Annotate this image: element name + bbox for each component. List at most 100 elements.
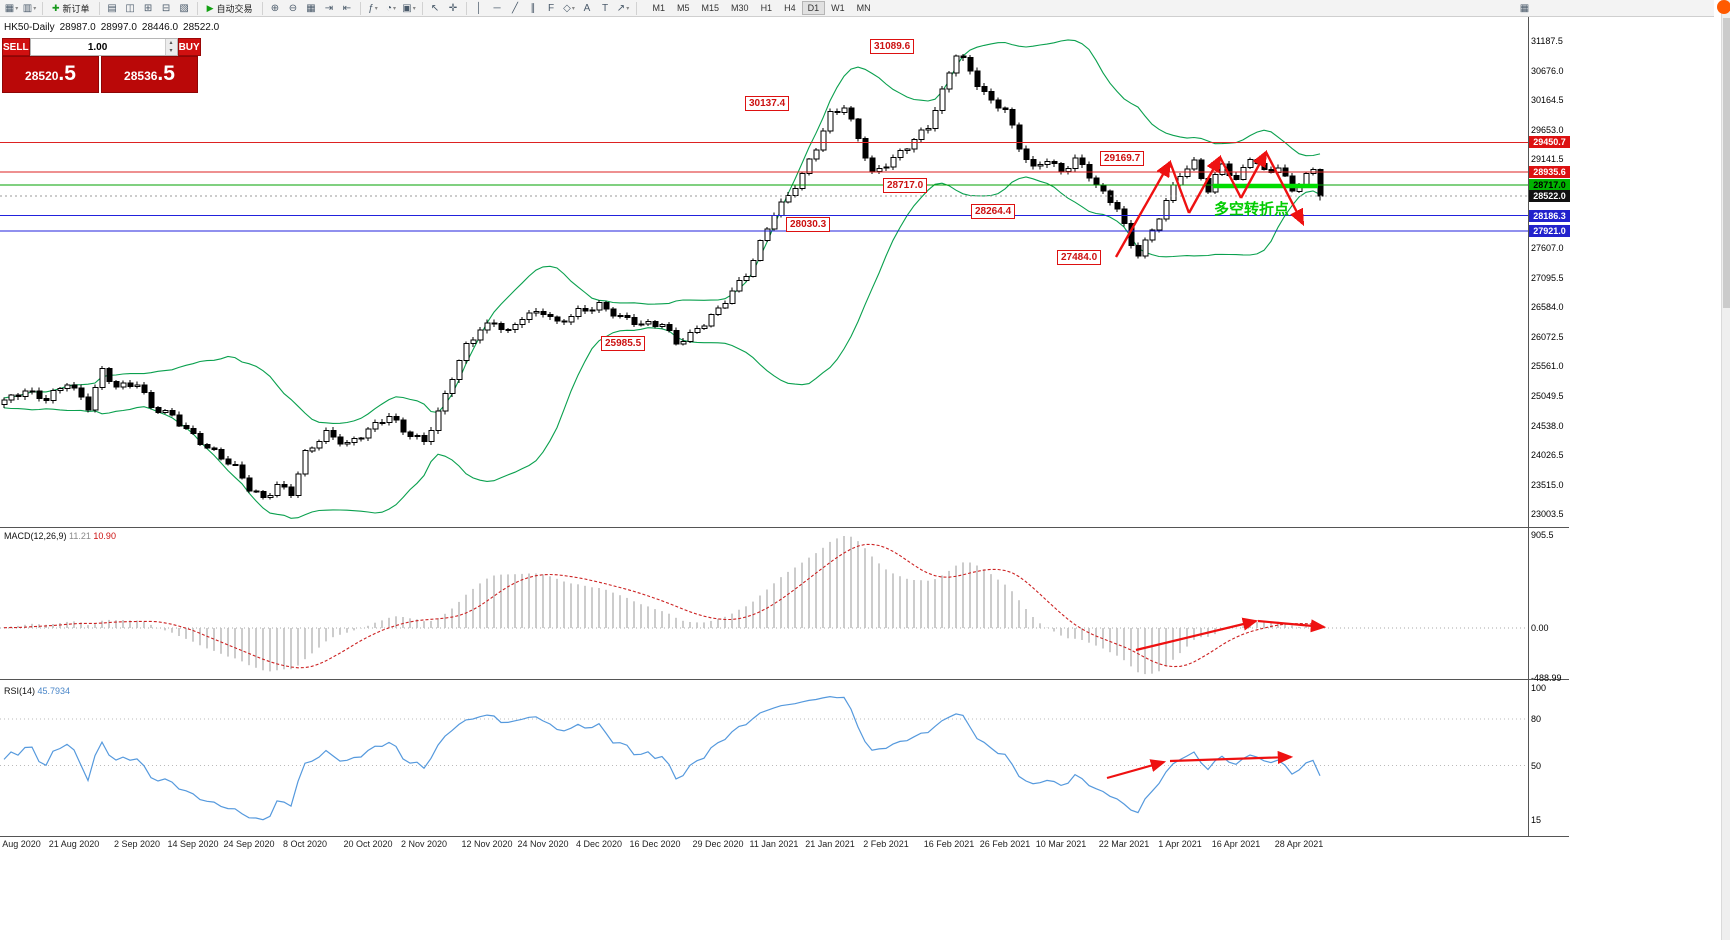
crosshair-icon[interactable]: ✛: [445, 1, 462, 16]
price-axis-label: 24026.5: [1531, 450, 1564, 461]
date-axis-label: 26 Feb 2021: [979, 839, 1031, 849]
channel-icon[interactable]: ∥: [525, 1, 542, 16]
trendline-icon-glyph: ╱: [511, 2, 519, 14]
price-label-27484.0[interactable]: 27484.0: [1057, 250, 1102, 265]
dropdown-arrow-icon[interactable]: ▾: [33, 5, 37, 12]
dropdown-arrow-icon[interactable]: ▾: [571, 5, 575, 12]
timeframe-M1[interactable]: M1: [652, 3, 666, 13]
toolbar: ▦ ▾ ▥ ▾ ✚ 新订单 ▤ ◫ ⊞ ⊟ ▧ ▶ 自动交易 ⊕ ⊖ ▦ ⇥ ⇤ ƒ ▾ ◔ ▾ ▣ ▾ ↖ ✛ │ ─ ╱ ∥ F ◇ ▾ A T…: [0, 0, 1714, 17]
macd-canvas[interactable]: [0, 528, 1569, 679]
timeframe-M30[interactable]: M30: [731, 3, 749, 13]
zoom-out-icon-glyph: ⊖: [288, 2, 298, 14]
date-axis-label: 21 Jan 2021: [805, 839, 855, 849]
price-label-31089.6[interactable]: 31089.6: [870, 39, 915, 54]
volume-decrease-button[interactable]: ▾: [165, 47, 177, 55]
panel-separator[interactable]: [0, 679, 1569, 680]
toolbar-separator: [465, 1, 467, 15]
templates-icon[interactable]: ▣ ▾: [401, 1, 418, 16]
dropdown-arrow-icon[interactable]: ▾: [626, 5, 630, 12]
fibonacci-icon[interactable]: F: [543, 1, 560, 16]
price-label-28717.0[interactable]: 28717.0: [883, 178, 928, 193]
arrows-icon[interactable]: ↗ ▾: [615, 1, 632, 16]
periods-icon[interactable]: ◔ ▾: [383, 1, 400, 16]
text-icon[interactable]: A: [579, 1, 596, 16]
dropdown-arrow-icon[interactable]: ▾: [412, 5, 416, 12]
buy-button[interactable]: BUY: [177, 38, 201, 56]
date-axis-label: 28 Apr 2021: [1274, 839, 1324, 849]
auto-scroll-icon-glyph: ⇥: [324, 2, 334, 14]
chart-shift-icon-glyph: ⇤: [342, 2, 352, 14]
terminal-icon[interactable]: ⊟: [158, 1, 175, 16]
label-icon-glyph: T: [601, 2, 609, 14]
volume-input[interactable]: [30, 39, 165, 55]
chart-shift-icon[interactable]: ⇤: [339, 1, 356, 16]
price-axis-chip-28935.6: 28935.6: [1529, 166, 1570, 179]
timeframe-D1[interactable]: D1: [801, 1, 826, 15]
auto-scroll-icon[interactable]: ⇥: [321, 1, 338, 16]
zoom-in-icon[interactable]: ⊕: [267, 1, 284, 16]
price-axis-label: 26584.0: [1531, 302, 1564, 313]
timeframe-MN[interactable]: MN: [856, 3, 871, 13]
price-axis-label: 26072.5: [1531, 331, 1564, 342]
zoom-out-icon[interactable]: ⊖: [285, 1, 302, 16]
horizontal-line-icon[interactable]: ─: [489, 1, 506, 16]
main-chart-canvas[interactable]: [0, 17, 1569, 527]
notification-badge[interactable]: [1717, 0, 1730, 14]
price-label-29169.7[interactable]: 29169.7: [1100, 151, 1145, 166]
date-axis-label: 2 Sep 2020: [113, 839, 161, 849]
new-chart-icon[interactable]: ▦ ▾: [3, 1, 20, 16]
price-label-28264.4[interactable]: 28264.4: [971, 204, 1016, 219]
price-axis-label: 30676.0: [1531, 65, 1564, 76]
volume-increase-button[interactable]: ▴: [165, 39, 177, 47]
sell-button[interactable]: SELL: [2, 38, 30, 56]
panel-separator[interactable]: [0, 836, 1569, 837]
windows-icon[interactable]: ▦: [1519, 3, 1530, 14]
timeframe-M15[interactable]: M15: [701, 3, 720, 13]
price-axis-label: 27095.5: [1531, 272, 1564, 283]
panel-separator[interactable]: [0, 527, 1569, 528]
cursor-icon[interactable]: ↖: [427, 1, 444, 16]
vertical-line-icon[interactable]: │: [471, 1, 488, 16]
data-window-icon[interactable]: ◫: [122, 1, 139, 16]
high-value: 28997.0: [100, 22, 137, 33]
dropdown-arrow-icon[interactable]: ▾: [374, 5, 378, 12]
timeframe-W1[interactable]: W1: [831, 3, 845, 13]
sell-price-button[interactable]: 28520.5: [2, 56, 99, 93]
toolbar-separator: [42, 1, 43, 15]
rsi-canvas[interactable]: [0, 680, 1569, 836]
market-watch-icon-glyph: ▤: [107, 2, 117, 14]
strategy-tester-icon[interactable]: ▧: [176, 1, 193, 16]
indicators-icon[interactable]: ƒ ▾: [365, 1, 382, 16]
turning-point-annotation[interactable]: 多空转折点: [1214, 201, 1290, 218]
new-order-button[interactable]: ✚ 新订单: [47, 1, 95, 16]
chart-profiles-icon[interactable]: ▥ ▾: [21, 1, 38, 16]
price-label-25985.5[interactable]: 25985.5: [601, 336, 646, 351]
sell-price-main: 28520: [25, 69, 59, 83]
trendline-icon[interactable]: ╱: [507, 1, 524, 16]
dropdown-arrow-icon[interactable]: ▾: [393, 5, 397, 12]
date-axis-label: 16 Dec 2020: [629, 839, 681, 849]
price-label-30137.4[interactable]: 30137.4: [745, 96, 790, 111]
label-icon[interactable]: T: [597, 1, 614, 16]
navigator-icon[interactable]: ⊞: [140, 1, 157, 16]
macd-name: MACD(12,26,9): [4, 531, 67, 541]
rsi-name: RSI(14): [4, 686, 36, 696]
vertical-scrollbar[interactable]: [1721, 0, 1730, 940]
price-label-28030.3[interactable]: 28030.3: [786, 217, 831, 232]
scrollbar-thumb[interactable]: [1723, 18, 1730, 308]
market-watch-icon[interactable]: ▤: [104, 1, 121, 16]
macd-signal-value: 10.90: [93, 531, 116, 541]
date-axis-label: 24 Sep 2020: [223, 839, 275, 849]
shapes-icon[interactable]: ◇ ▾: [561, 1, 578, 16]
rsi-axis-label: 80: [1531, 714, 1542, 724]
macd-main-value: 11.21: [69, 531, 91, 541]
timeframe-H1[interactable]: H1: [760, 3, 773, 13]
auto-trading-button[interactable]: ▶ 自动交易: [202, 1, 258, 16]
tile-windows-icon[interactable]: ▦: [303, 1, 320, 16]
horizontal-line-icon-glyph: ─: [493, 2, 501, 14]
auto-trading-button-label: 自动交易: [216, 3, 253, 14]
timeframe-M5[interactable]: M5: [677, 3, 690, 13]
buy-price-button[interactable]: 28536.5: [101, 56, 198, 93]
timeframe-H4[interactable]: H4: [784, 3, 796, 13]
dropdown-arrow-icon[interactable]: ▾: [15, 5, 19, 12]
